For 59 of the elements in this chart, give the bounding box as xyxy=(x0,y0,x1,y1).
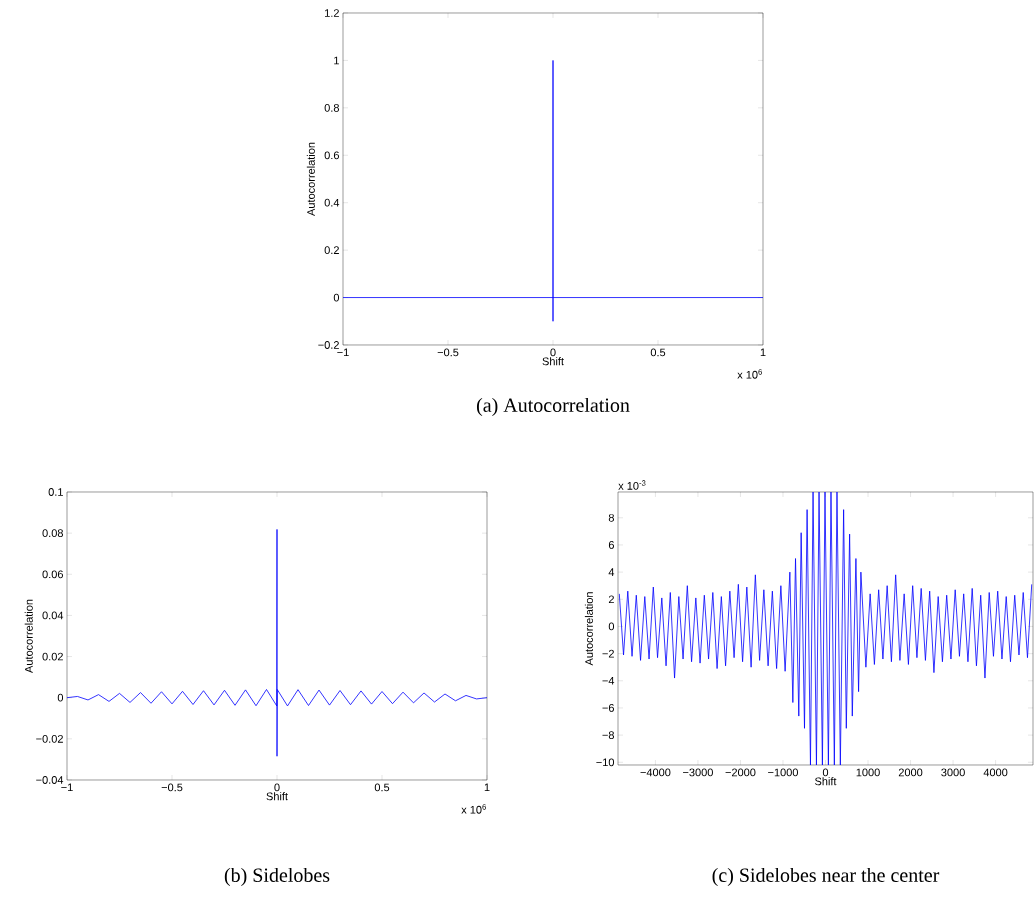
line-series xyxy=(618,491,1033,765)
x-axis-title: Shift xyxy=(815,777,837,786)
x-tick-label: −0.5 xyxy=(437,348,459,357)
y-tick-label: −0.04 xyxy=(36,776,64,784)
x-tick-label: −1 xyxy=(337,348,349,357)
y-tick-label: 0.2 xyxy=(324,246,339,255)
y-tick-label: −10 xyxy=(596,758,615,767)
y-tick-label: −2 xyxy=(602,649,614,658)
y-tick-label: −8 xyxy=(602,731,614,739)
y-tick-label: 6 xyxy=(608,541,614,549)
x-axis-title: Shift xyxy=(266,792,288,801)
y-tick-label: 0.1 xyxy=(48,488,63,496)
y-tick-label: −4 xyxy=(602,677,615,685)
text: (a) Autocorrelation xyxy=(476,397,630,417)
x-tick-label: 0 xyxy=(550,348,556,357)
y-axis-title: Autocorrelation xyxy=(306,142,315,216)
x-tick-label: 0 xyxy=(822,768,829,777)
x-tick-label: 1 xyxy=(760,348,766,357)
y-tick-label: 8 xyxy=(608,513,614,522)
y-axis-title: Autocorrelation xyxy=(24,599,33,673)
y-tick-label: 0 xyxy=(333,293,340,302)
y-tick-label: 4 xyxy=(608,568,615,576)
x-tick-label: 1000 xyxy=(856,768,880,777)
y-tick-label: 1 xyxy=(334,56,339,65)
y-tick-label: 2 xyxy=(608,595,614,604)
y-tick-label: 0.04 xyxy=(42,611,64,620)
x-tick-label: −2000 xyxy=(725,768,756,777)
x-tick-label: 1 xyxy=(484,783,490,792)
x-tick-label: 0.5 xyxy=(650,348,666,357)
x-tick-label: −1 xyxy=(61,783,73,792)
line-series xyxy=(67,529,488,757)
y-tick-label: 1.2 xyxy=(325,9,339,17)
text: (b) Sidelobes xyxy=(224,867,330,887)
y-tick-label: 0.02 xyxy=(42,652,63,661)
y-tick-label: 0 xyxy=(57,693,64,702)
text: x 10$^{-3}$ xyxy=(618,480,646,490)
text: x 10$^{6}$ xyxy=(737,369,762,379)
y-tick-label: −0.2 xyxy=(318,341,339,349)
x-tick-label: 0.5 xyxy=(374,783,390,792)
text: x 10$^{6}$ xyxy=(461,804,486,814)
y-tick-label: 0.6 xyxy=(324,151,339,160)
x-tick-label: −0.5 xyxy=(161,783,183,792)
x-tick-label: −4000 xyxy=(640,768,671,777)
y-tick-label: 0 xyxy=(608,622,615,631)
y-tick-label: 0.8 xyxy=(324,103,339,112)
y-tick-label: 0.06 xyxy=(42,570,63,579)
text: (c) Sidelobes near the center xyxy=(712,867,940,887)
x-tick-label: 3000 xyxy=(941,768,965,777)
x-tick-label: 0 xyxy=(274,783,280,792)
y-tick-label: 0.4 xyxy=(324,198,340,207)
y-tick-label: 0.08 xyxy=(42,529,63,538)
x-tick-label: −1000 xyxy=(768,768,798,777)
y-tick-label: −0.02 xyxy=(36,734,63,743)
y-tick-label: −6 xyxy=(602,704,614,712)
x-tick-label: 4000 xyxy=(983,768,1008,777)
x-axis-title: Shift xyxy=(542,357,564,366)
x-tick-label: −3000 xyxy=(683,768,713,777)
y-axis-title: Autocorrelation xyxy=(584,592,593,666)
x-tick-label: 2000 xyxy=(898,768,923,777)
